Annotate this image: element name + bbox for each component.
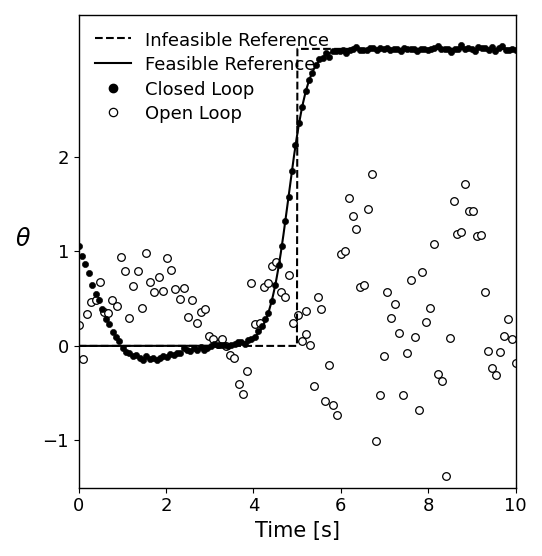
X-axis label: Time [s]: Time [s] (255, 521, 340, 541)
Legend: Infeasible Reference, Feasible Reference, Closed Loop, Open Loop: Infeasible Reference, Feasible Reference… (88, 24, 337, 131)
Y-axis label: $\theta$: $\theta$ (15, 227, 31, 251)
